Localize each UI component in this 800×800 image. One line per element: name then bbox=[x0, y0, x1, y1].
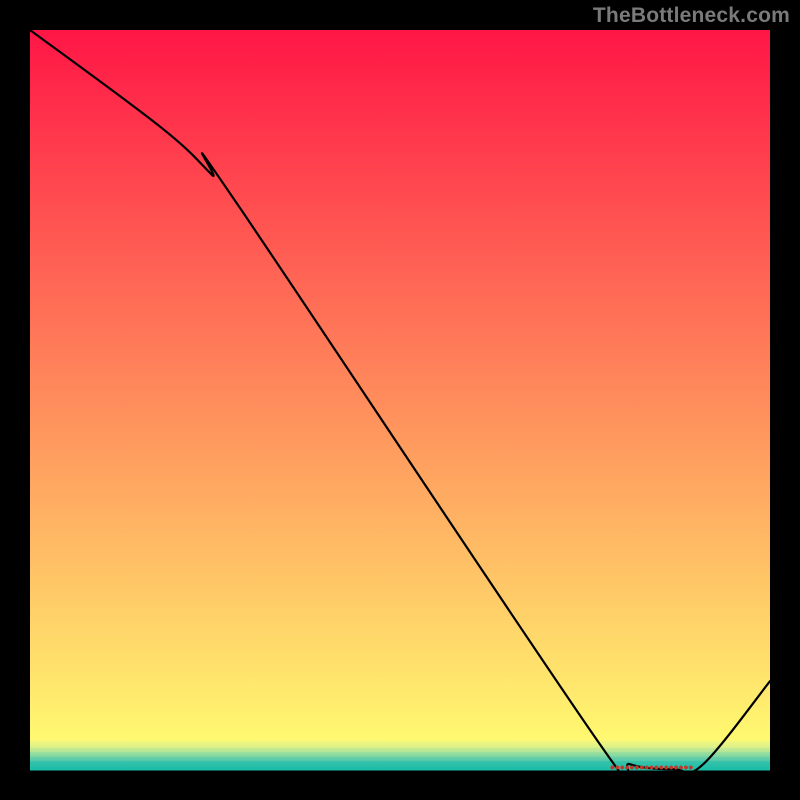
bg-band-3 bbox=[30, 752, 770, 757]
plot-area: ••••••••••••••••• bbox=[30, 30, 770, 794]
recommended-marker: ••••••••••••••••• bbox=[610, 759, 693, 775]
chart-stage: { "watermark": { "text": "TheBottleneck.… bbox=[0, 0, 800, 800]
bg-band-1 bbox=[30, 740, 770, 748]
chart-svg: ••••••••••••••••• bbox=[0, 0, 800, 800]
bg-band-0 bbox=[30, 30, 770, 741]
bg-band-2 bbox=[30, 748, 770, 753]
watermark-text: TheBottleneck.com bbox=[593, 4, 790, 28]
